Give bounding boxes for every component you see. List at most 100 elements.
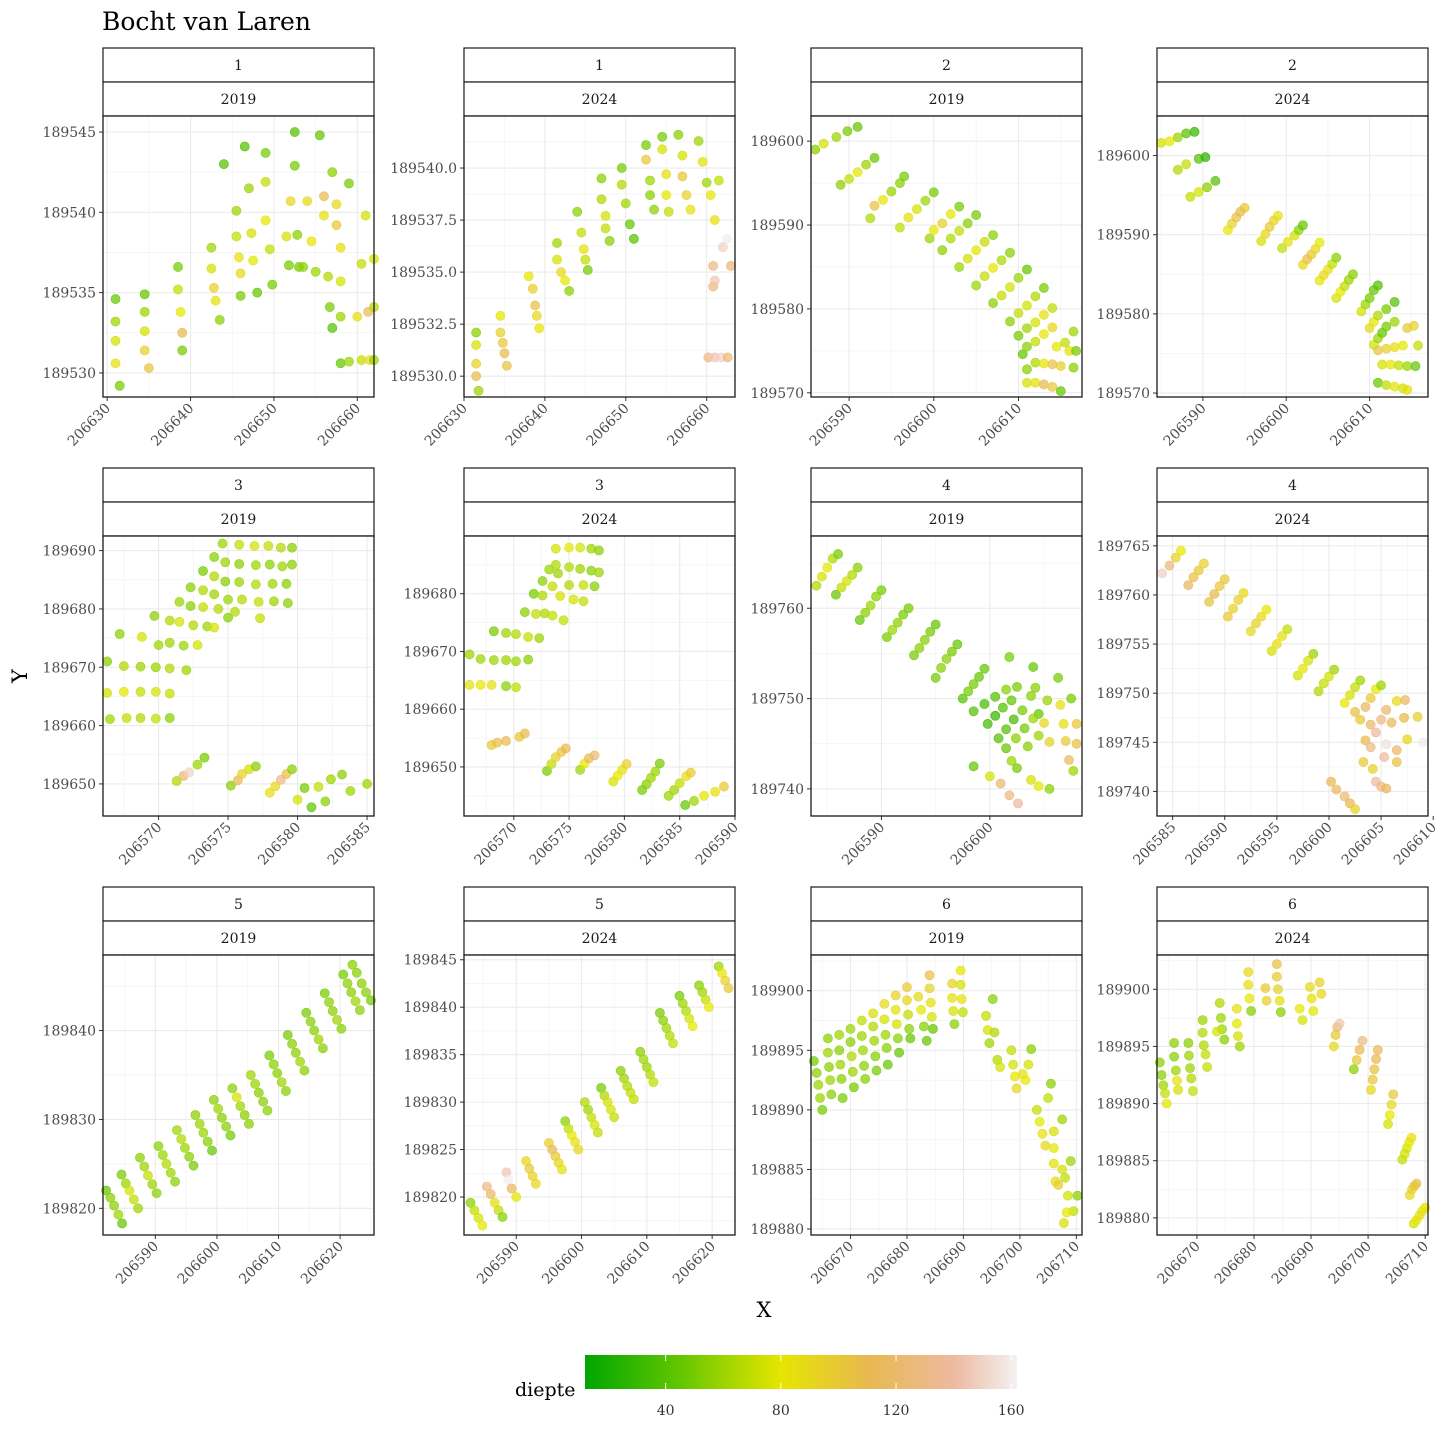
facet-strip-year: [1156, 501, 1429, 537]
data-point: [1389, 342, 1400, 353]
legend-tick-label: 160: [998, 1403, 1025, 1419]
data-point: [572, 206, 583, 217]
data-point: [645, 190, 655, 200]
data-point: [530, 1178, 541, 1189]
facet-label-year: 2024: [582, 512, 618, 528]
data-point: [1048, 1126, 1059, 1137]
data-point: [528, 588, 539, 599]
data-point: [530, 609, 541, 619]
data-point: [209, 622, 220, 633]
data-point: [594, 567, 604, 578]
data-point: [1047, 322, 1058, 333]
data-point: [486, 680, 497, 690]
data-point: [234, 539, 245, 550]
data-point: [210, 295, 221, 306]
data-point: [244, 1118, 254, 1129]
data-point: [710, 786, 720, 797]
data-point: [537, 576, 548, 586]
data-point: [893, 1033, 903, 1044]
data-point: [930, 672, 941, 683]
data-point: [1381, 380, 1392, 391]
data-point: [1348, 1064, 1359, 1075]
y-tick-label: 189570: [751, 386, 804, 402]
data-point: [1350, 682, 1360, 693]
data-point: [1372, 1044, 1383, 1055]
facet-strip-year: [102, 81, 375, 117]
data-point: [836, 582, 847, 593]
data-point: [477, 1220, 488, 1231]
data-point: [1023, 1059, 1034, 1070]
data-point: [988, 262, 998, 273]
data-point: [705, 190, 716, 200]
data-point: [886, 186, 897, 197]
data-point: [133, 1203, 144, 1214]
data-point: [1030, 317, 1041, 328]
data-point: [1022, 364, 1032, 375]
data-point: [164, 688, 175, 699]
data-point: [849, 1082, 859, 1093]
data-point: [673, 129, 684, 140]
data-point: [269, 596, 279, 607]
facet-label-group: 6: [1288, 897, 1297, 913]
data-point: [1212, 1026, 1222, 1037]
y-tick-label: 189537.5: [390, 213, 457, 229]
x-tick-label: 206670: [1155, 1239, 1204, 1288]
data-point: [1408, 320, 1419, 331]
data-point: [113, 1209, 124, 1220]
facet-panel: 3 2024 206570 206575 206580 206585 206590 18965…: [404, 467, 742, 869]
data-point: [139, 306, 150, 317]
data-point: [153, 1141, 164, 1152]
data-point: [287, 559, 297, 570]
data-point: [139, 345, 150, 356]
data-point: [685, 767, 696, 778]
data-point: [1047, 359, 1058, 370]
data-point: [645, 175, 655, 186]
data-point: [981, 1010, 991, 1021]
data-point: [979, 271, 990, 282]
data-point: [997, 702, 1008, 713]
data-point: [234, 559, 245, 569]
data-point: [216, 1112, 227, 1123]
data-point: [276, 1077, 287, 1088]
data-point: [147, 1179, 158, 1190]
data-point: [1274, 995, 1285, 1006]
data-point: [489, 1197, 500, 1208]
data-point: [1297, 1015, 1308, 1026]
data-point: [847, 1066, 858, 1077]
data-point: [902, 995, 912, 1006]
data-point: [264, 244, 275, 255]
data-point: [869, 1035, 880, 1046]
data-point: [299, 783, 310, 793]
data-point: [1046, 1078, 1056, 1089]
facet-label-year: 2024: [1275, 92, 1311, 108]
data-point: [876, 585, 887, 596]
data-point: [1386, 717, 1397, 728]
data-point: [268, 1059, 279, 1070]
data-point: [150, 713, 161, 724]
data-point: [928, 225, 939, 235]
data-point: [661, 190, 672, 200]
data-point: [128, 1194, 139, 1205]
data-point: [208, 1094, 219, 1105]
data-point: [1370, 727, 1381, 738]
data-point: [1303, 655, 1314, 666]
data-point: [1189, 126, 1200, 137]
data-point: [1193, 187, 1204, 197]
data-point: [1188, 572, 1199, 583]
data-point: [135, 686, 146, 697]
data-point: [531, 310, 542, 321]
data-point: [173, 284, 183, 295]
data-point: [109, 1200, 119, 1211]
data-point: [1261, 995, 1272, 1006]
data-point: [1004, 790, 1015, 801]
y-tick-label: 189825: [404, 1143, 457, 1159]
plot-background: [811, 536, 1082, 816]
data-point: [1330, 1030, 1341, 1040]
data-point: [1170, 1065, 1181, 1076]
data-point: [342, 978, 353, 989]
data-point: [281, 578, 292, 589]
data-point: [925, 997, 936, 1008]
data-point: [1058, 718, 1069, 729]
y-tick-label: 189835: [404, 1048, 457, 1064]
data-point: [699, 790, 709, 801]
